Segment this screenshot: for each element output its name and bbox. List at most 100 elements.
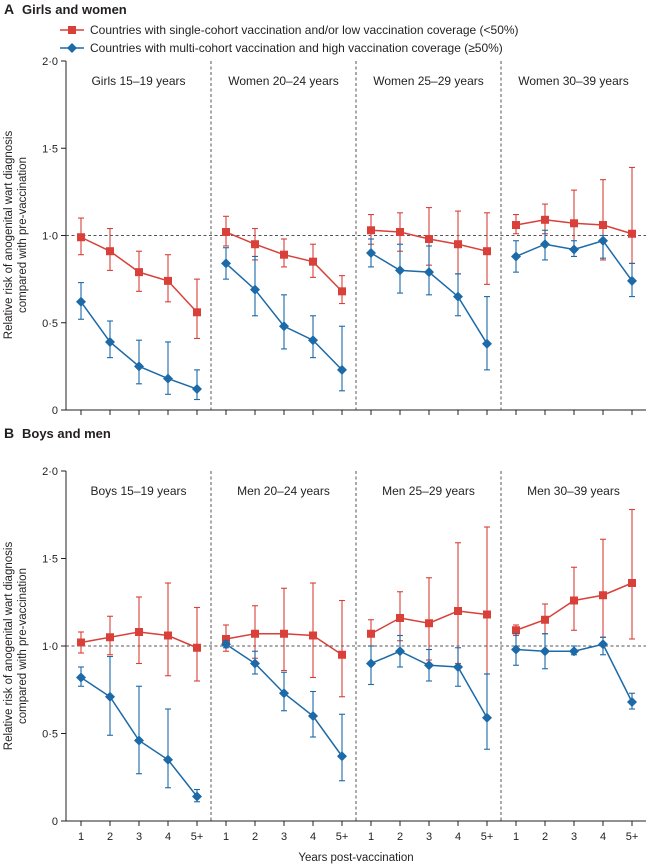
y-tick-label: 1·0 <box>42 641 58 653</box>
y-tick-label: 1·5 <box>42 143 58 155</box>
y-axis-label-b: Relative risk of anogenital wart diagnos… <box>3 542 29 751</box>
data-point-diamond <box>163 373 173 384</box>
data-point-square <box>280 250 288 259</box>
legend-square-marker <box>68 26 76 34</box>
panel-b-title: Boys and men <box>22 426 111 441</box>
data-point-diamond <box>76 672 86 683</box>
data-point-square <box>106 633 114 642</box>
data-point-square <box>367 226 375 235</box>
data-point-square <box>251 240 259 249</box>
data-point-diamond <box>424 267 434 278</box>
data-point-diamond <box>453 291 463 302</box>
panel-a-plot: 0 0·5 1·0 1·5 2·0 Girls 15–19 years Women 20–2… <box>42 56 646 417</box>
data-point-diamond <box>598 639 608 650</box>
x-tick-label: 5+ <box>481 831 494 843</box>
x-tick-label: 4 <box>600 831 606 843</box>
data-point-square <box>367 629 375 638</box>
data-point-diamond <box>221 639 231 650</box>
data-point-diamond <box>598 235 608 246</box>
x-tick-label: 1 <box>368 831 374 843</box>
x-tick-label: 4 <box>455 831 461 843</box>
data-point-diamond <box>395 265 405 276</box>
data-point-square <box>570 219 578 228</box>
data-point-square <box>396 228 404 237</box>
subplot-title: Men 20–24 years <box>237 484 330 498</box>
x-tick-label: 5+ <box>191 831 204 843</box>
data-point-diamond <box>250 284 260 295</box>
data-point-square <box>338 287 346 296</box>
data-point-diamond <box>221 258 231 269</box>
data-point-diamond <box>192 384 202 395</box>
data-point-diamond <box>540 646 550 657</box>
x-tick-label: 2 <box>252 831 258 843</box>
subplot-title: Women 20–24 years <box>228 74 339 88</box>
data-point-square <box>541 615 549 624</box>
data-point-square <box>599 591 607 600</box>
x-tick-label: 1 <box>78 831 84 843</box>
data-point-square <box>425 619 433 628</box>
data-point-diamond <box>627 697 637 707</box>
data-point-square <box>280 629 288 638</box>
data-point-diamond <box>366 658 376 669</box>
data-point-square <box>164 276 172 285</box>
data-point-diamond <box>279 688 289 699</box>
data-point-square <box>193 308 201 317</box>
data-point-diamond <box>279 321 289 332</box>
y-tick-label: 0 <box>52 405 58 417</box>
data-point-square <box>483 610 491 619</box>
x-tick-label: 2 <box>107 831 113 843</box>
legend: Countries with single-cohort vaccination… <box>60 23 519 55</box>
x-tick-label: 5+ <box>336 831 349 843</box>
data-point-diamond <box>76 296 86 307</box>
data-point-diamond <box>511 251 521 262</box>
data-point-diamond <box>569 646 579 657</box>
data-point-diamond <box>134 361 144 372</box>
data-point-diamond <box>308 335 318 346</box>
data-point-square <box>396 614 404 622</box>
subplot-title: Women 25–29 years <box>373 74 484 88</box>
data-point-square <box>483 247 491 256</box>
data-point-square <box>628 579 636 587</box>
data-point-square <box>135 268 143 277</box>
data-point-square <box>512 221 520 230</box>
subplot-title: Women 30–39 years <box>518 74 629 88</box>
x-tick-label: 3 <box>281 831 287 843</box>
data-point-diamond <box>482 338 492 349</box>
data-point-square <box>251 629 259 638</box>
data-point-square <box>193 643 201 652</box>
x-tick-label: 3 <box>136 831 142 843</box>
y-axis-label-a: Relative risk of anogenital wart diagnos… <box>3 131 29 340</box>
y-tick-label: 2·0 <box>42 466 58 478</box>
data-point-diamond <box>308 711 318 721</box>
y-axis-label-b-line2: compared with pre-vaccination <box>17 568 29 724</box>
data-point-diamond <box>453 662 463 672</box>
data-point-diamond <box>482 712 492 723</box>
data-point-diamond <box>540 239 550 250</box>
x-tick-label: 2 <box>397 831 403 843</box>
y-axis-label-a-line1: Relative risk of anogenital wart diagnos… <box>3 131 15 340</box>
data-point-diamond <box>163 754 173 765</box>
legend-label-multi: Countries with multi-cohort vaccination … <box>90 41 503 55</box>
data-point-square <box>541 215 549 224</box>
data-point-square <box>454 607 462 615</box>
x-tick-label: 5+ <box>626 831 639 843</box>
data-point-square <box>425 234 433 243</box>
panel-b-letter: B <box>4 425 14 441</box>
data-point-square <box>309 631 317 640</box>
data-point-diamond <box>337 751 347 762</box>
y-axis-label-a-line2: compared with pre-vaccination <box>17 157 29 313</box>
panel-a-title: Girls and women <box>22 2 127 17</box>
data-point-square <box>454 240 462 249</box>
data-point-diamond <box>337 364 347 375</box>
data-point-diamond <box>105 691 115 702</box>
subplot-title: Boys 15–19 years <box>90 484 186 498</box>
data-point-diamond <box>134 735 144 746</box>
data-point-square <box>106 247 114 256</box>
data-point-square <box>338 650 346 659</box>
data-point-diamond <box>105 336 115 347</box>
data-point-square <box>77 638 85 647</box>
data-point-square <box>309 257 317 266</box>
x-tick-label: 1 <box>223 831 229 843</box>
x-tick-label: 4 <box>310 831 316 843</box>
